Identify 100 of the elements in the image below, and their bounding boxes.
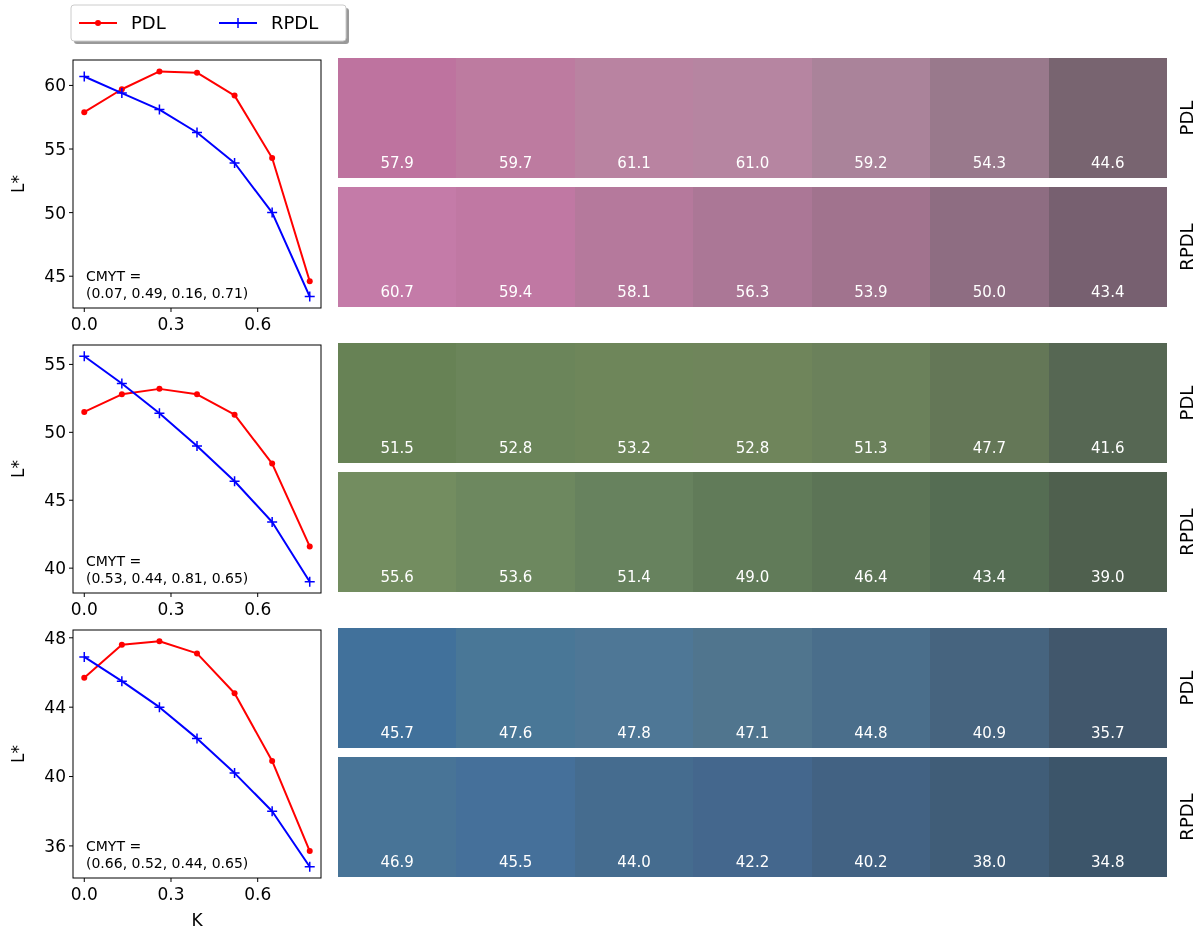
- y-tick-label: 45: [44, 490, 66, 511]
- data-label: 43.4: [972, 568, 1007, 586]
- data-label: 49.0: [735, 568, 770, 586]
- point: [191, 732, 203, 745]
- annotation: CMYT = (0.07, 0.49, 0.16, 0.71): [86, 268, 249, 301]
- point: [266, 206, 278, 219]
- data-label: 51.5: [380, 439, 414, 457]
- data-label: 50.0: [972, 283, 1007, 301]
- data-label: 47.6: [498, 724, 533, 742]
- y-tick-label: 50: [44, 202, 66, 223]
- y-tick-label: PDL: [1176, 100, 1197, 136]
- point: [228, 157, 241, 169]
- y-tick-label: 44: [44, 697, 66, 718]
- point: [191, 126, 203, 139]
- data-label: 61.0: [735, 154, 770, 172]
- data-label: 47.8: [617, 724, 651, 742]
- point: [156, 385, 163, 392]
- data-label: 55.6: [380, 568, 414, 586]
- point: [306, 543, 313, 550]
- point: [194, 391, 200, 398]
- point: [303, 290, 316, 303]
- data-label: 47.7: [972, 439, 1007, 457]
- y-tick-label: 50: [44, 422, 66, 443]
- data-label: 58.1: [617, 283, 651, 301]
- point: [116, 87, 128, 99]
- point: [266, 516, 278, 528]
- data-label: 42.2: [735, 853, 770, 871]
- x-tick-label: 0.3: [157, 884, 185, 904]
- y-tick-label: PDL: [1176, 670, 1197, 706]
- y-axis-title: L*: [8, 460, 28, 478]
- data-label: 38.0: [972, 853, 1007, 871]
- x-tick-label: 0.3: [157, 314, 185, 334]
- data-label: 44.6: [1091, 154, 1125, 172]
- data-label: 53.2: [617, 439, 651, 457]
- data-label: 59.4: [498, 283, 533, 301]
- point: [153, 701, 166, 713]
- point: [156, 68, 163, 75]
- x-tick-label: 0.6: [244, 884, 272, 904]
- point: [269, 757, 276, 764]
- data-label: 47.1: [735, 724, 770, 742]
- data-label: 53.9: [854, 283, 888, 301]
- point: [118, 391, 125, 398]
- data-label: 52.8: [498, 439, 533, 457]
- data-label: 59.7: [498, 154, 533, 172]
- point: [81, 109, 88, 116]
- y-tick-label: 36: [44, 835, 66, 856]
- point: [153, 407, 166, 420]
- point: [118, 641, 125, 648]
- data-label: 52.8: [735, 439, 770, 457]
- data-label: 53.6: [498, 568, 533, 586]
- point: [306, 278, 313, 285]
- point: [194, 650, 200, 657]
- data-label: 39.0: [1091, 568, 1125, 586]
- legend-label: RPDL: [271, 12, 319, 34]
- data-label: 45.5: [498, 853, 533, 871]
- point: [78, 70, 91, 83]
- data-label: 40.2: [854, 853, 888, 871]
- data-label: 59.2: [854, 154, 888, 172]
- point: [306, 848, 313, 855]
- y-tick-label: RPDL: [1176, 223, 1197, 271]
- point: [81, 674, 88, 681]
- point: [78, 350, 91, 363]
- annotation: CMYT = (0.66, 0.52, 0.44, 0.65): [86, 838, 249, 871]
- y-axis-title: L*: [8, 745, 28, 763]
- y-tick-label: 45: [44, 266, 66, 287]
- point: [194, 69, 200, 76]
- y-tick-label: 55: [44, 138, 66, 159]
- data-label: 44.8: [854, 724, 888, 742]
- point: [303, 860, 316, 873]
- point: [116, 675, 128, 687]
- point: [231, 411, 238, 418]
- y-tick-label: RPDL: [1176, 793, 1197, 841]
- point: [231, 92, 238, 99]
- point: [78, 651, 91, 663]
- data-label: 44.0: [617, 853, 651, 871]
- annotation: CMYT = (0.53, 0.44, 0.81, 0.65): [86, 553, 249, 586]
- x-tick-label: 0.0: [70, 884, 98, 904]
- data-label: 43.4: [1091, 283, 1125, 301]
- y-tick-label: RPDL: [1176, 508, 1197, 556]
- point: [116, 377, 128, 390]
- data-label: 46.4: [854, 568, 888, 586]
- point: [153, 103, 166, 116]
- point: [81, 408, 88, 415]
- x-tick-label: 0.0: [70, 314, 98, 334]
- data-label: 60.7: [380, 283, 414, 301]
- data-label: 57.9: [380, 154, 414, 172]
- data-label: 45.7: [380, 724, 414, 742]
- x-axis-title: K: [191, 910, 204, 930]
- data-label: 34.8: [1091, 853, 1125, 871]
- y-tick-label: 55: [44, 354, 66, 375]
- legend-label: PDL: [131, 12, 166, 34]
- data-label: 46.9: [380, 853, 414, 871]
- point: [269, 154, 276, 161]
- point: [266, 805, 278, 817]
- data-label: 40.9: [972, 724, 1007, 742]
- data-label: 41.6: [1091, 439, 1125, 457]
- data-label: 51.4: [617, 568, 651, 586]
- point: [228, 475, 241, 487]
- x-tick-label: 0.3: [157, 599, 185, 619]
- point: [231, 690, 238, 697]
